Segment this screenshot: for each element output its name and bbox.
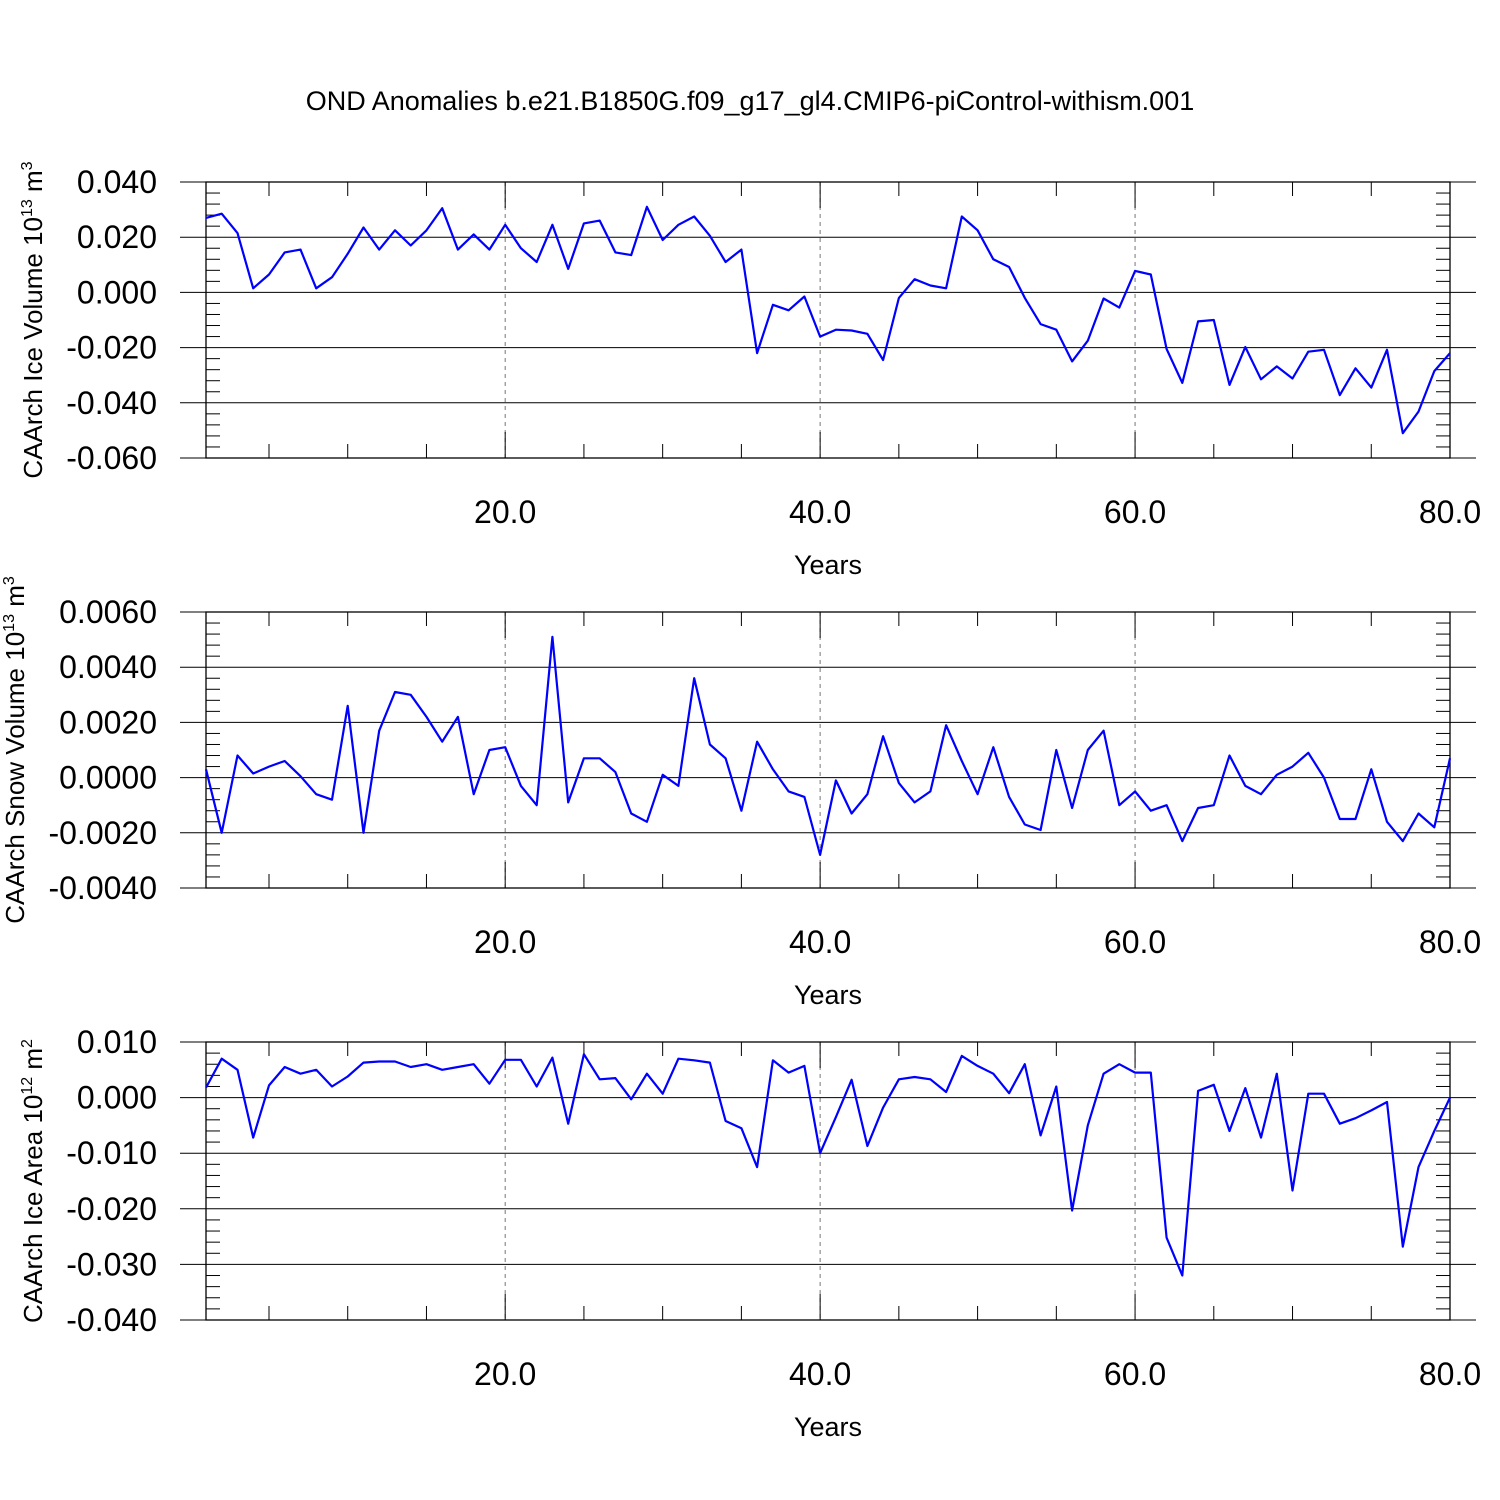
y-tick-label: -0.040 bbox=[66, 385, 157, 421]
x-tick-label: 80.0 bbox=[1419, 924, 1481, 960]
chart-title: OND Anomalies b.e21.B1850G.f09_g17_gl4.C… bbox=[306, 86, 1194, 116]
y-tick-label: 0.0060 bbox=[59, 594, 157, 630]
plot-frame bbox=[205, 1041, 1451, 1321]
chart-panel-3: -0.040 -0.030 -0.020 -0.010 0.000 0.010 20.0 40… bbox=[18, 1024, 1481, 1442]
y-axis-label: CAArch Ice Area 1012 m2 bbox=[18, 1039, 48, 1323]
chart-panel-1: -0.060 -0.040 -0.020 0.000 0.020 0.040 20.0 40.… bbox=[18, 161, 1481, 580]
chart-panel-2: -0.0040 -0.0020 0.0000 0.0020 0.0040 0.0060 20… bbox=[0, 576, 1481, 1010]
x-tick-label: 80.0 bbox=[1419, 1356, 1481, 1392]
y-tick-label: -0.040 bbox=[66, 1302, 157, 1338]
x-tick-label: 60.0 bbox=[1104, 494, 1166, 530]
x-tick-label: 40.0 bbox=[789, 1356, 851, 1392]
plot-frame bbox=[205, 181, 1451, 459]
y-tick-label: -0.020 bbox=[66, 330, 157, 366]
x-tick-label: 40.0 bbox=[789, 494, 851, 530]
x-tick-label: 20.0 bbox=[474, 1356, 536, 1392]
y-tick-label: -0.0040 bbox=[48, 870, 157, 906]
y-tick-label: -0.020 bbox=[66, 1191, 157, 1227]
y-tick-label: 0.020 bbox=[77, 219, 157, 255]
series-line bbox=[204, 635, 1452, 857]
y-tick-label: -0.010 bbox=[66, 1135, 157, 1171]
series-line bbox=[205, 1053, 1451, 1277]
y-tick-label: 0.0000 bbox=[59, 760, 157, 796]
y-tick-label: 0.0040 bbox=[59, 649, 157, 685]
y-tick-label: 0.040 bbox=[77, 164, 157, 200]
x-tick-label: 60.0 bbox=[1104, 924, 1166, 960]
series-line bbox=[205, 205, 1451, 435]
y-tick-label: -0.0020 bbox=[48, 815, 157, 851]
y-axis-label: CAArch Snow Volume 1013 m3 bbox=[0, 576, 30, 924]
x-axis-label: Years bbox=[794, 1412, 862, 1442]
x-tick-label: 20.0 bbox=[474, 924, 536, 960]
y-tick-label: 0.000 bbox=[77, 1080, 157, 1116]
y-tick-label: -0.030 bbox=[66, 1246, 157, 1282]
x-tick-label: 60.0 bbox=[1104, 1356, 1166, 1392]
y-tick-label: 0.0020 bbox=[59, 704, 157, 740]
y-axis-label: CAArch Ice Volume 1013 m3 bbox=[18, 161, 48, 478]
x-tick-label: 80.0 bbox=[1419, 494, 1481, 530]
plot-frame bbox=[205, 611, 1451, 889]
x-tick-label: 20.0 bbox=[474, 494, 536, 530]
y-tick-label: -0.060 bbox=[66, 440, 157, 476]
x-tick-label: 40.0 bbox=[789, 924, 851, 960]
y-tick-label: 0.000 bbox=[77, 274, 157, 310]
y-tick-label: 0.010 bbox=[77, 1024, 157, 1060]
x-axis-label: Years bbox=[794, 550, 862, 580]
x-axis-label: Years bbox=[794, 980, 862, 1010]
